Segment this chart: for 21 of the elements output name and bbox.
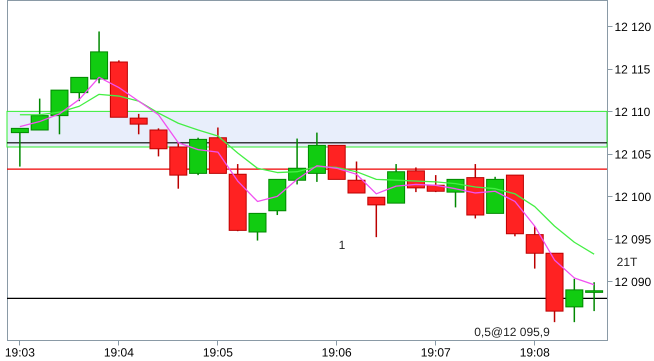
x-tick-label: 19:05 <box>202 346 234 360</box>
x-tick-label: 19:03 <box>4 346 36 360</box>
x-tick-label: 19:07 <box>420 346 452 360</box>
line-series <box>19 94 595 255</box>
x-tick-label: 19:04 <box>104 346 134 360</box>
x-tick-label: 19:06 <box>322 346 352 360</box>
candlestick <box>348 160 366 194</box>
text: 21T <box>616 255 638 269</box>
y-tick-label: 12 105 <box>614 147 652 162</box>
annotation: 1 <box>338 238 346 252</box>
candlestick <box>248 212 266 242</box>
y-tick-label: 12 090 <box>614 274 652 289</box>
annotation: 0,5@12 095,9 <box>474 325 550 339</box>
candlestick <box>149 128 168 158</box>
y-tick-label: 12 100 <box>614 190 652 204</box>
y-tick-label: 12 110 <box>614 104 651 119</box>
x-tick-label: 19:08 <box>520 346 550 360</box>
y-tick-label: 12 120 <box>614 20 652 34</box>
y-tick-label: 12 115 <box>614 62 651 76</box>
y-tick-label: 12 095 <box>614 232 652 246</box>
candlestick <box>367 196 386 238</box>
